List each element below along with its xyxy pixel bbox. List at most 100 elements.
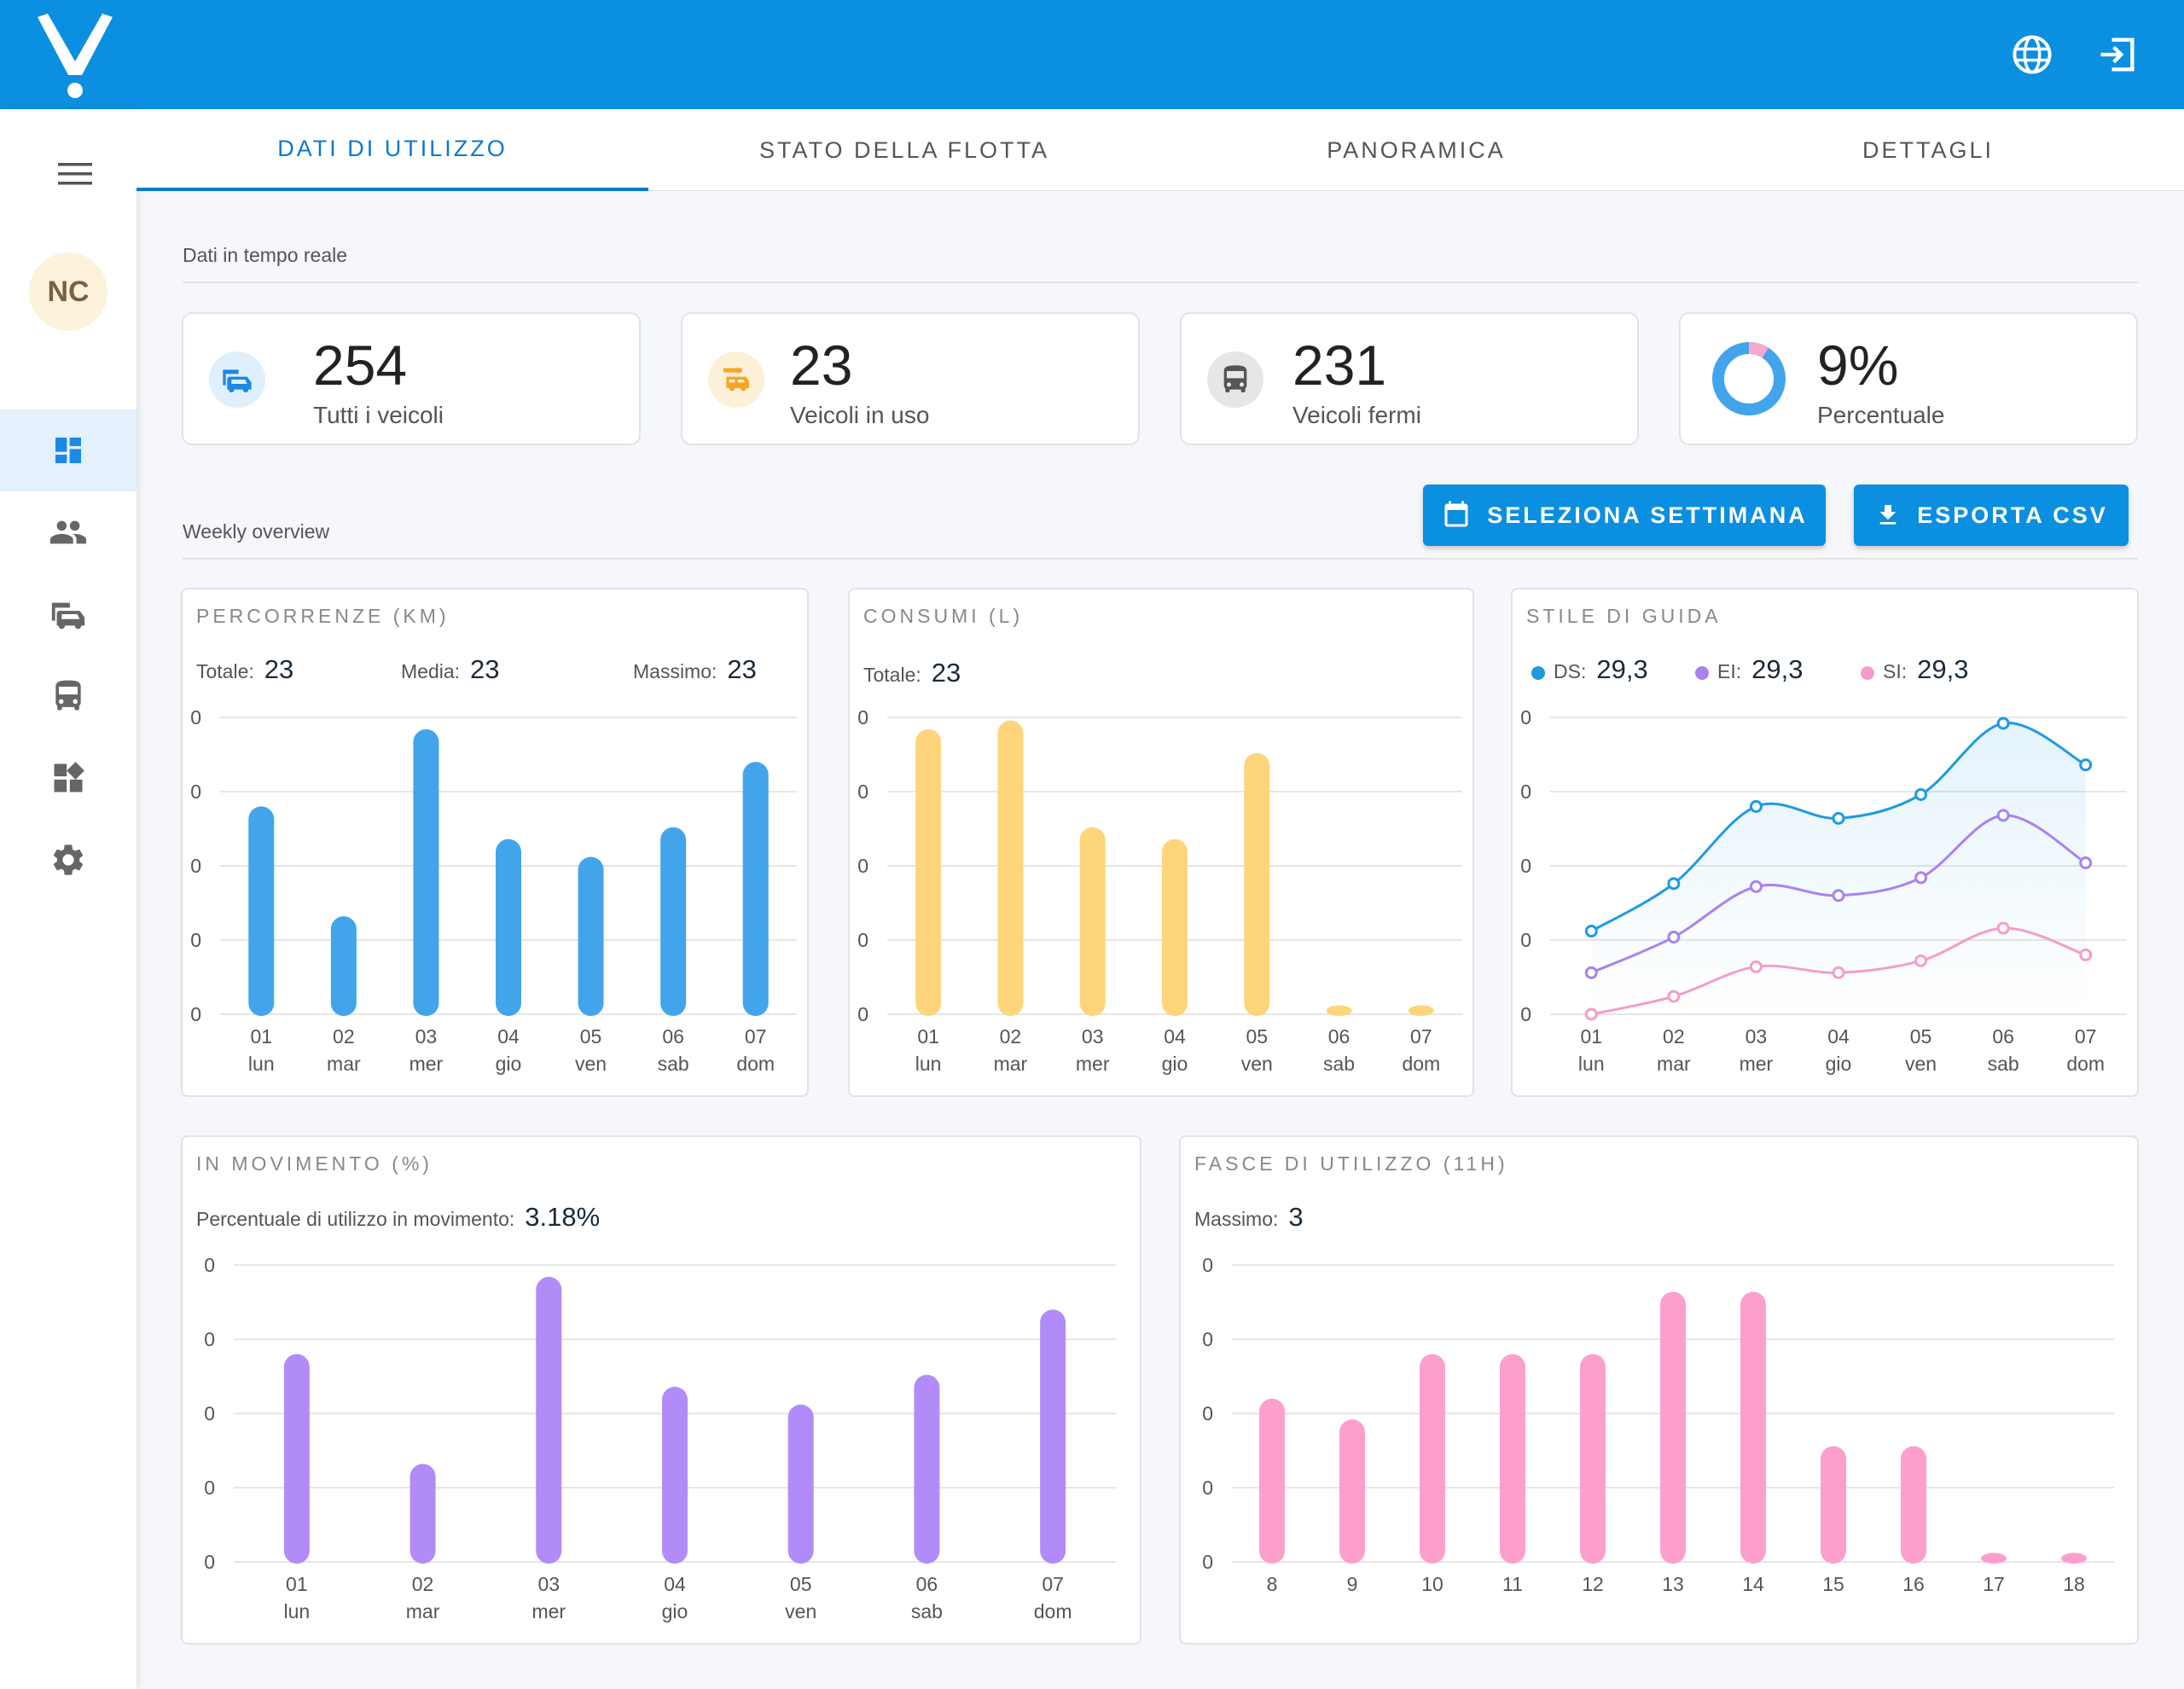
bar: [410, 1464, 436, 1564]
stat-label: Tutti i veicoli: [313, 402, 444, 428]
y-tick-label: 0: [1520, 929, 1531, 951]
series-point-si: [1667, 990, 1681, 1003]
stat-card-percent[interactable]: 9% Percentuale: [1679, 312, 2138, 445]
x-tick-label: 04: [1827, 1025, 1850, 1048]
x-tick-label: ven: [1905, 1053, 1937, 1075]
tab-stato-della-flotta[interactable]: STATO DELLA FLOTTA: [758, 136, 1050, 163]
y-tick-label: 0: [190, 706, 201, 728]
fasce-chart: 0 0 0 0 0 8 9 10 11 12 13 14 15 16 17 18: [1202, 1254, 2114, 1595]
globe-icon[interactable]: [2010, 32, 2054, 77]
bar: [660, 827, 687, 1016]
series-point-ds: [1584, 925, 1598, 938]
x-tick-label: 16: [1902, 1573, 1925, 1595]
y-tick-label: 0: [204, 1254, 215, 1276]
export-csv-button[interactable]: ESPORTA CSV: [1854, 485, 2129, 546]
y-tick-label: 0: [204, 1551, 215, 1573]
x-tick-label: mer: [410, 1053, 444, 1075]
x-tick-label: 12: [1582, 1573, 1604, 1595]
bar: [578, 856, 604, 1016]
series-point-ds: [2079, 758, 2093, 772]
tab-dettagli[interactable]: DETTAGLI: [1862, 136, 1995, 163]
sidebar-item-bus[interactable]: [0, 655, 136, 737]
legend-ei: EI: 29,3: [1695, 654, 1803, 685]
x-tick-label: 06: [662, 1025, 684, 1048]
x-tick-label: 18: [2063, 1573, 2085, 1595]
stat-label: Percentuale: [1817, 402, 1945, 428]
bar: [413, 728, 439, 1016]
panel-title: FASCE DI UTILIZZO (11H): [1194, 1152, 1508, 1175]
x-tick-label: 07: [1410, 1025, 1432, 1048]
stat-card-all-vehicles[interactable]: 254 Tutti i veicoli: [182, 312, 641, 445]
x-tick-label: ven: [575, 1053, 607, 1075]
panel-consumi: CONSUMI (L) Totale: 23 0 0 0 0 0 01 lun 02 mar 03 m…: [848, 588, 1474, 1097]
bar: [1162, 839, 1188, 1016]
x-tick-label: 02: [333, 1025, 355, 1048]
series-point-ei: [1584, 966, 1598, 979]
bar: [997, 720, 1024, 1016]
sidebar-item-dashboard[interactable]: [0, 409, 136, 491]
x-tick-label: mar: [406, 1600, 440, 1622]
sidebar-item-widgets[interactable]: [0, 737, 136, 819]
bar: [1981, 1553, 2007, 1564]
y-tick-label: 0: [1202, 1477, 1213, 1499]
series-point-si: [2079, 948, 2093, 961]
tab-dati-di-utilizzo[interactable]: DATI DI UTILIZZO: [136, 109, 648, 191]
panel-movimento: IN MOVIMENTO (%) Percentuale di utilizzo…: [181, 1135, 1141, 1645]
select-week-button[interactable]: SELEZIONA SETTIMANA: [1423, 485, 1826, 546]
tab-panoramica[interactable]: PANORAMICA: [1327, 136, 1506, 163]
x-tick-label: 04: [1164, 1025, 1186, 1048]
select-week-label: SELEZIONA SETTIMANA: [1487, 502, 1808, 528]
series-point-ei: [1749, 879, 1763, 893]
x-tick-label: 05: [1910, 1025, 1932, 1048]
y-tick-label: 0: [1520, 781, 1531, 803]
dashboard-icon: [55, 438, 81, 463]
x-tick-label: 02: [412, 1573, 434, 1595]
widgets-icon: [54, 762, 84, 792]
panel-stile: STILE DI GUIDA DS: 29,3 EI: 29,3 SI: 29,3 0…: [1511, 588, 2139, 1097]
avatar[interactable]: NC: [29, 252, 107, 331]
stat-card-vehicles-in-use[interactable]: 23 Veicoli in uso: [681, 312, 1140, 445]
gear-icon: [53, 844, 84, 875]
x-tick-label: ven: [785, 1600, 816, 1622]
sidebar-item-users[interactable]: [0, 491, 136, 573]
y-tick-label: 0: [1202, 1328, 1213, 1350]
x-tick-label: 15: [1822, 1573, 1844, 1595]
x-tick-label: sab: [1988, 1053, 2019, 1075]
metric-totale: Totale: 23: [196, 654, 294, 684]
series-point-ei: [1832, 889, 1845, 903]
y-tick-label: 0: [857, 855, 868, 877]
metric-movimento: Percentuale di utilizzo in movimento: 3.1…: [196, 1202, 601, 1232]
y-tick-label: 0: [1202, 1551, 1213, 1573]
sidebar-item-settings[interactable]: [0, 819, 136, 901]
stat-value: 9%: [1817, 334, 1899, 397]
x-tick-label: 11: [1502, 1573, 1523, 1595]
x-tick-label: mar: [994, 1053, 1028, 1075]
parked-bus-icon: [1207, 351, 1263, 408]
bar: [1821, 1446, 1846, 1564]
x-tick-label: sab: [658, 1053, 689, 1075]
x-tick-label: 05: [1246, 1025, 1268, 1048]
series-point-si: [1584, 1007, 1598, 1021]
bar: [915, 728, 942, 1016]
x-tick-label: 03: [537, 1573, 560, 1595]
y-tick-label: 0: [204, 1328, 215, 1350]
metric-massimo: Massimo: 3: [1194, 1202, 1304, 1232]
menu-icon[interactable]: [48, 147, 102, 201]
v-logo-icon[interactable]: [32, 9, 118, 101]
x-tick-label: 06: [1328, 1025, 1350, 1048]
bar: [662, 1386, 688, 1564]
stat-card-parked-vehicles[interactable]: 231 Veicoli fermi: [1180, 312, 1639, 445]
sidebar-item-vehicles[interactable]: [0, 573, 136, 655]
bus-icon: [55, 680, 81, 711]
series-point-ds: [1667, 877, 1681, 891]
bar: [1901, 1446, 1926, 1564]
x-tick-label: 03: [1745, 1025, 1768, 1048]
x-tick-label: 06: [916, 1573, 938, 1595]
bar: [2061, 1553, 2087, 1564]
bar: [248, 806, 275, 1016]
x-tick-label: lun: [284, 1600, 311, 1622]
bar: [1079, 827, 1106, 1016]
logout-icon[interactable]: [2095, 32, 2140, 77]
y-tick-label: 0: [190, 781, 201, 803]
bar: [787, 1404, 814, 1564]
